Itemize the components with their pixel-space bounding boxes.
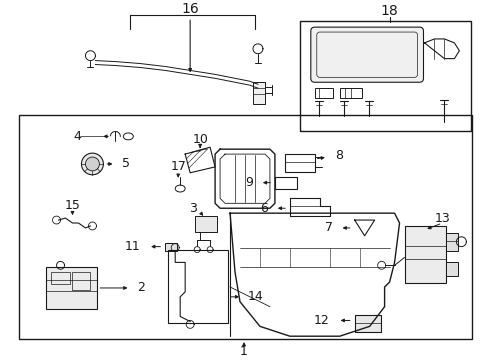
Bar [339,88,361,98]
Bar [195,216,217,232]
Bar [168,249,227,323]
Bar [19,115,471,339]
Text: 4: 4 [73,130,81,143]
Ellipse shape [85,157,99,171]
Text: 14: 14 [247,290,263,303]
Bar [299,21,470,131]
Text: 9: 9 [244,176,252,189]
Bar [404,226,446,283]
Text: 13: 13 [434,212,449,225]
Bar [252,82,264,104]
Text: 1: 1 [240,346,247,359]
Text: 3: 3 [189,202,197,215]
FancyBboxPatch shape [310,27,423,82]
Bar [274,177,296,189]
Bar [72,272,90,290]
Text: 5: 5 [122,157,130,170]
Bar [50,272,70,284]
Text: 6: 6 [260,202,267,215]
Text: 12: 12 [313,314,329,327]
Bar [314,88,332,98]
Text: 16: 16 [181,3,199,17]
Text: 15: 15 [64,199,80,212]
Text: 2: 2 [137,282,145,294]
Bar [285,154,314,172]
Bar [45,267,97,309]
Text: 17: 17 [170,161,186,174]
Bar [354,315,380,332]
Text: 18: 18 [380,4,398,18]
Bar [165,243,177,251]
Text: 11: 11 [124,240,140,253]
Bar [446,233,457,251]
Text: 7: 7 [324,221,332,234]
Text: 10: 10 [192,133,207,146]
Ellipse shape [81,153,103,175]
Bar [446,262,457,276]
Text: 8: 8 [334,149,342,162]
